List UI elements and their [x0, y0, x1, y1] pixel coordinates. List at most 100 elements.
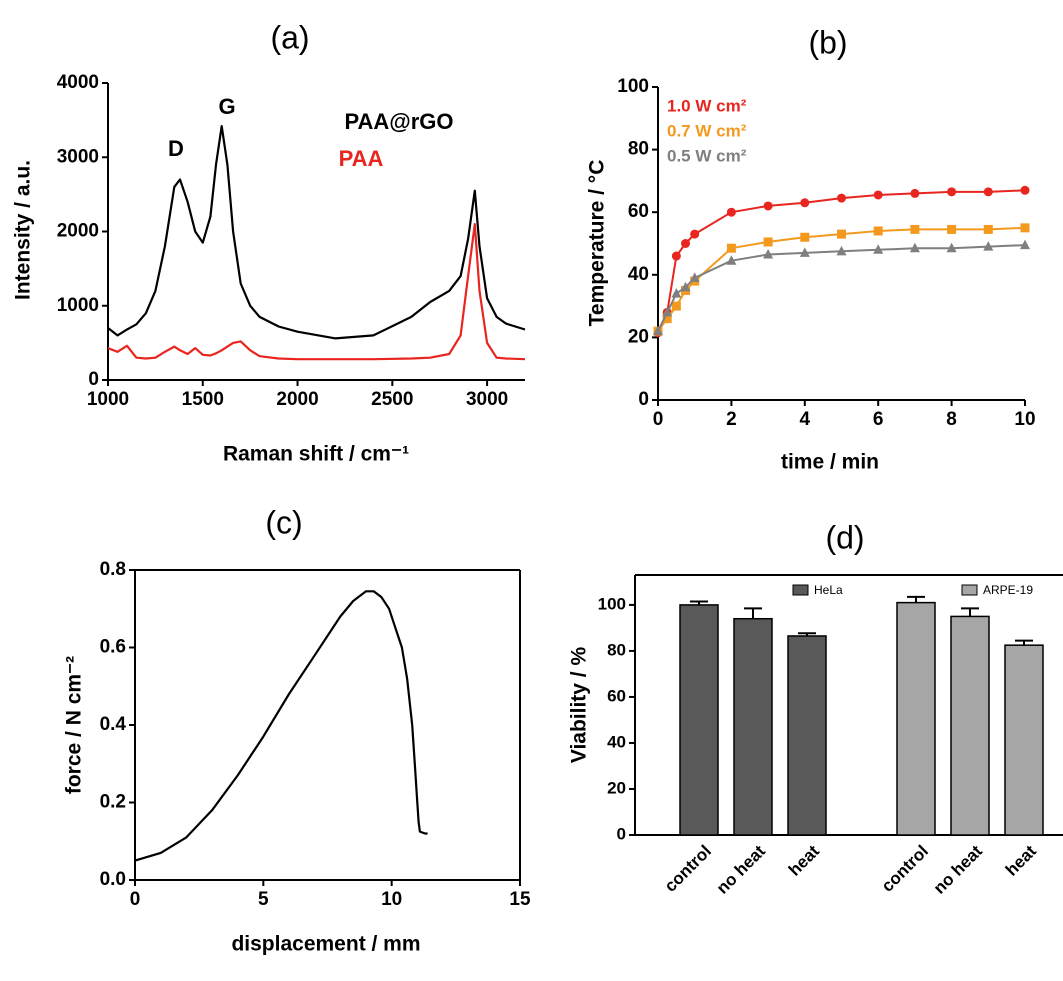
marker	[1020, 239, 1030, 250]
y-tick-label: 0.6	[100, 637, 126, 658]
y-tick-label: 40	[628, 264, 649, 285]
y-axis-label: Viability / %	[568, 647, 591, 764]
peak-label: G	[218, 94, 235, 119]
x-tick-label: 15	[509, 889, 531, 910]
legend-label: HeLa	[814, 583, 843, 597]
series-line	[657, 226, 1026, 332]
y-tick-label: 0	[617, 824, 626, 843]
marker	[909, 242, 920, 253]
x-tick-label: no heat	[930, 841, 986, 897]
marker	[662, 306, 673, 317]
y-tick-label: 80	[607, 640, 626, 659]
y-tick-label: 80	[628, 139, 649, 160]
bar	[950, 615, 990, 836]
marker	[726, 207, 736, 217]
y-tick-label: 0.0	[100, 869, 126, 890]
legend-label: PAA@rGO	[344, 109, 453, 134]
x-tick-label: control	[661, 842, 715, 896]
marker	[681, 239, 691, 248]
x-tick-label: 2500	[371, 389, 413, 410]
y-tick-label: 3000	[57, 146, 99, 167]
x-tick-label: 0	[130, 889, 141, 910]
y-tick-label: 40	[607, 732, 626, 751]
peak-label: D	[168, 136, 184, 161]
y-tick-label: 0.8	[100, 559, 126, 580]
panel-title: (c)	[265, 504, 302, 540]
marker	[653, 325, 663, 336]
bar	[679, 604, 719, 836]
marker	[726, 255, 737, 265]
x-tick-label: 0	[653, 409, 664, 430]
x-tick-label: 8	[946, 409, 957, 430]
marker	[1020, 223, 1030, 233]
marker	[763, 237, 773, 247]
x-tick-label: 2000	[276, 389, 318, 410]
y-axis-label: Temperature / °C	[586, 160, 609, 327]
panel-title: (d)	[825, 519, 864, 555]
marker	[763, 201, 773, 211]
marker	[800, 232, 810, 242]
x-tick-label: 10	[1014, 409, 1035, 430]
legend-label: 0.7 W cm²	[667, 121, 747, 140]
marker	[873, 190, 883, 200]
legend-swatch	[792, 584, 809, 596]
marker	[662, 314, 672, 324]
x-axis-label: time / min	[781, 451, 879, 474]
legend-label: 1.0 W cm²	[667, 96, 747, 115]
y-tick-label: 0.4	[100, 714, 127, 735]
panel-title: (b)	[808, 24, 847, 60]
marker	[671, 251, 681, 261]
x-axis-label: displacement / mm	[231, 933, 420, 956]
x-tick-label: 6	[873, 409, 884, 430]
x-tick-label: control	[878, 842, 932, 896]
marker	[671, 288, 682, 298]
x-tick-label: heat	[1002, 841, 1040, 879]
marker	[947, 224, 957, 234]
series-line	[657, 244, 1026, 332]
marker	[910, 224, 920, 234]
y-tick-label: 0	[88, 369, 99, 390]
marker	[800, 198, 810, 208]
x-tick-label: 3000	[466, 389, 508, 410]
bar	[733, 617, 773, 836]
marker	[947, 187, 957, 197]
x-tick-label: 5	[258, 889, 269, 910]
marker	[836, 245, 847, 256]
y-tick-label: 60	[628, 201, 649, 222]
marker	[837, 229, 846, 239]
x-tick-label: no heat	[713, 841, 769, 897]
y-tick-label: 100	[617, 76, 649, 97]
y-tick-label: 0.2	[100, 792, 126, 813]
x-tick-label: 2	[726, 409, 737, 430]
marker	[763, 248, 774, 259]
marker	[726, 243, 736, 253]
x-tick-label: heat	[785, 841, 823, 879]
marker	[799, 247, 810, 257]
legend-label: ARPE-19	[983, 583, 1033, 597]
x-tick-label: 1500	[182, 389, 224, 410]
bar	[896, 601, 936, 836]
marker	[983, 224, 993, 234]
legend-label: PAA	[339, 146, 384, 171]
legend-label: 0.5 W cm²	[667, 146, 747, 165]
y-axis-label: Intensity / a.u.	[12, 160, 35, 300]
marker	[873, 244, 884, 254]
x-tick-label: 10	[381, 889, 402, 910]
marker	[946, 242, 957, 253]
y-tick-label: 60	[607, 686, 626, 705]
marker	[680, 281, 691, 292]
x-tick-label: 1000	[87, 389, 129, 410]
series-line	[657, 189, 1026, 334]
bar	[1004, 644, 1044, 836]
series-line	[107, 223, 526, 361]
y-tick-label: 0	[638, 389, 649, 410]
bar	[787, 635, 827, 836]
y-tick-label: 20	[607, 778, 626, 797]
marker	[671, 301, 681, 311]
marker	[873, 226, 883, 236]
y-tick-label: 4000	[57, 72, 99, 93]
series-line	[134, 590, 428, 862]
marker	[983, 187, 993, 197]
x-axis-label: Raman shift / cm⁻¹	[223, 443, 409, 466]
